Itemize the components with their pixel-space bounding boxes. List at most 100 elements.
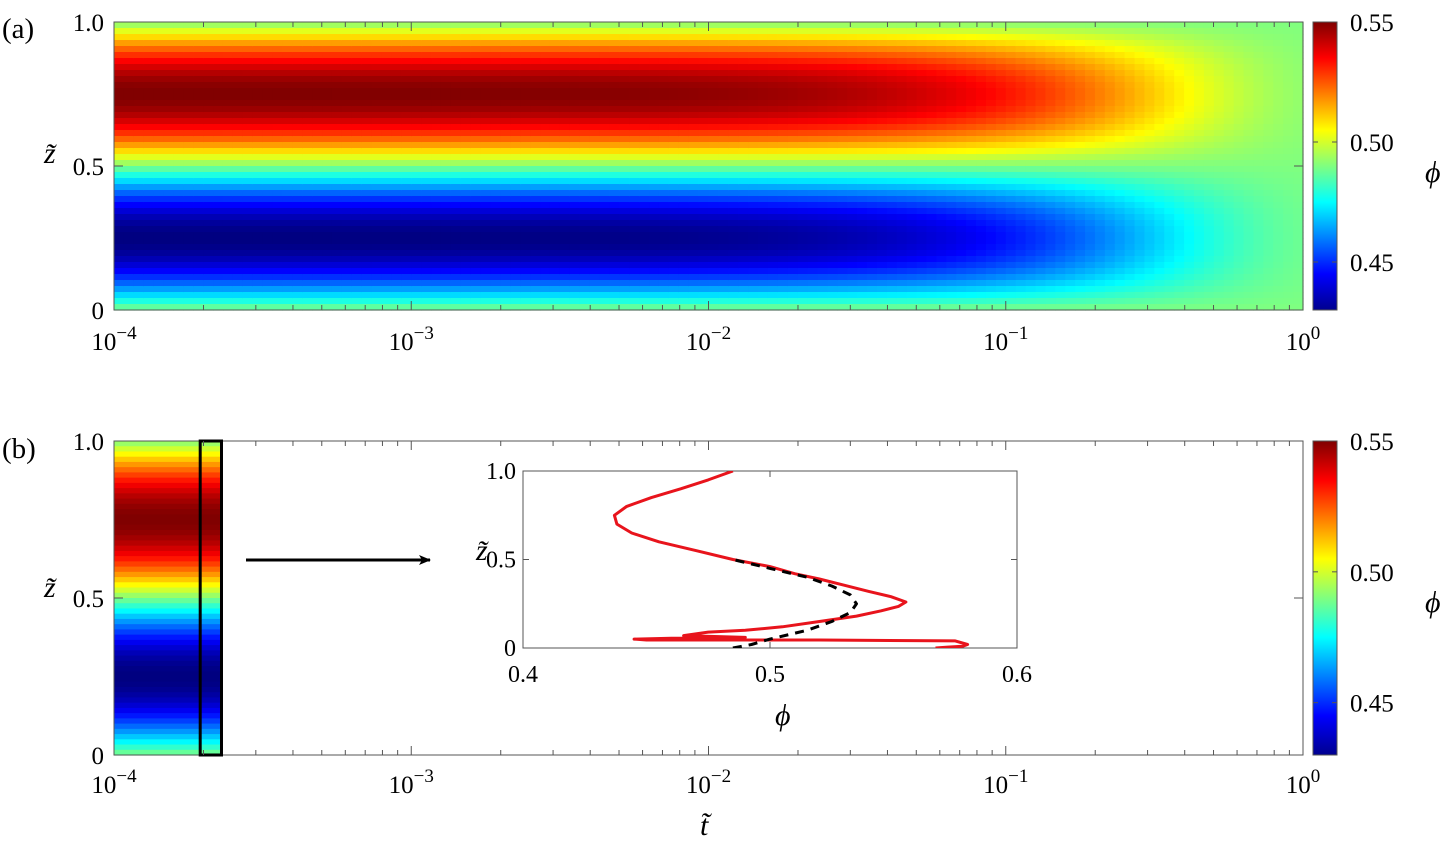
heat-cell <box>1134 118 1146 125</box>
heat-cell <box>956 244 967 251</box>
heat-cell <box>1085 202 1096 209</box>
heat-cell <box>371 118 383 125</box>
heat-cell <box>500 148 511 155</box>
heat-cell <box>292 298 303 305</box>
heat-cell <box>282 34 293 41</box>
heat-cell <box>857 130 868 137</box>
heat-cell <box>698 172 710 179</box>
heat-cell <box>490 136 502 143</box>
heat-cell <box>143 64 155 71</box>
heat-cell <box>1094 262 1106 269</box>
heat-cell <box>391 298 402 305</box>
heat-cell <box>341 136 353 143</box>
heat-cell <box>817 136 828 143</box>
heat-cell <box>609 214 620 221</box>
heat-cell <box>203 238 214 245</box>
heat-cell <box>956 250 967 257</box>
heat-cell <box>817 64 828 71</box>
heat-cell <box>153 124 165 131</box>
heat-cell <box>1015 304 1027 311</box>
heat-cell <box>926 178 937 185</box>
heat-cell <box>857 178 868 185</box>
heat-cell <box>867 280 878 287</box>
heat-cell <box>1015 136 1027 143</box>
heat-cell <box>787 40 799 47</box>
heat-cell <box>886 280 898 287</box>
heat-cell <box>213 106 224 113</box>
heat-cell <box>222 70 234 77</box>
heat-cell <box>629 262 640 269</box>
heat-cell <box>867 238 878 245</box>
heat-cell <box>946 178 957 185</box>
heat-cell <box>312 244 323 251</box>
heat-cell <box>599 112 611 119</box>
heat-cell <box>698 268 710 275</box>
heat-cell <box>827 70 838 77</box>
heat-cell <box>540 160 551 167</box>
heat-cell <box>728 304 739 311</box>
heat-cell <box>976 22 987 29</box>
heat-cell <box>272 238 284 245</box>
heat-cell <box>381 160 393 167</box>
heat-cell <box>1055 154 1066 161</box>
heat-cell <box>431 214 442 221</box>
heat-cell <box>1075 184 1086 191</box>
heat-cell <box>995 262 1007 269</box>
heat-cell <box>549 22 561 29</box>
heat-cell <box>421 244 432 251</box>
heat-cell <box>331 232 343 239</box>
heat-cell <box>490 76 502 83</box>
heat-cell <box>391 232 402 239</box>
heat-cell <box>629 184 640 191</box>
heat-cell <box>758 64 769 71</box>
heat-cell <box>956 238 967 245</box>
heat-cell <box>480 100 492 107</box>
heat-cell <box>292 304 303 311</box>
heat-cell <box>302 232 313 239</box>
heat-cell <box>817 106 828 113</box>
heat-cell <box>1124 82 1136 89</box>
heat-cell <box>857 166 868 173</box>
heat-cell <box>817 184 828 191</box>
heat-cell <box>599 262 611 269</box>
heat-cell <box>381 52 393 59</box>
heat-cell <box>1065 64 1076 71</box>
heat-cell <box>738 202 749 209</box>
heat-cell <box>579 34 591 41</box>
heat-cell <box>431 286 442 293</box>
heat-cell <box>619 280 630 287</box>
heat-cell <box>1055 202 1066 209</box>
heat-cell <box>431 268 442 275</box>
heat-cell <box>1114 34 1126 41</box>
heat-cell <box>1065 256 1076 263</box>
heat-cell <box>688 58 700 65</box>
heat-cell <box>530 298 541 305</box>
heat-cell <box>232 256 244 263</box>
heat-cell <box>549 88 561 95</box>
heat-cell <box>421 34 432 41</box>
heat-cell <box>787 88 799 95</box>
heat-cell <box>1124 106 1136 113</box>
heat-cell <box>232 238 244 245</box>
heat-cell <box>946 280 957 287</box>
heat-cell <box>114 130 125 137</box>
heat-cell <box>966 214 977 221</box>
heat-cell <box>1055 214 1066 221</box>
heat-cell <box>936 160 947 167</box>
heat-cell <box>1015 88 1027 95</box>
heat-cell <box>401 208 412 215</box>
heat-cell <box>114 40 125 47</box>
heat-cell <box>242 22 254 29</box>
heat-cell <box>985 250 997 257</box>
heat-cell <box>1085 22 1096 29</box>
heat-cell <box>1025 298 1037 305</box>
heat-cell <box>272 214 284 221</box>
heat-cell <box>748 22 759 29</box>
heat-cell <box>827 160 838 167</box>
heat-cell <box>777 268 789 275</box>
heat-cell <box>1045 100 1056 107</box>
heat-cell <box>639 112 650 119</box>
heat-cell <box>1124 244 1136 251</box>
heat-cell <box>668 46 680 53</box>
heat-cell <box>728 58 739 65</box>
